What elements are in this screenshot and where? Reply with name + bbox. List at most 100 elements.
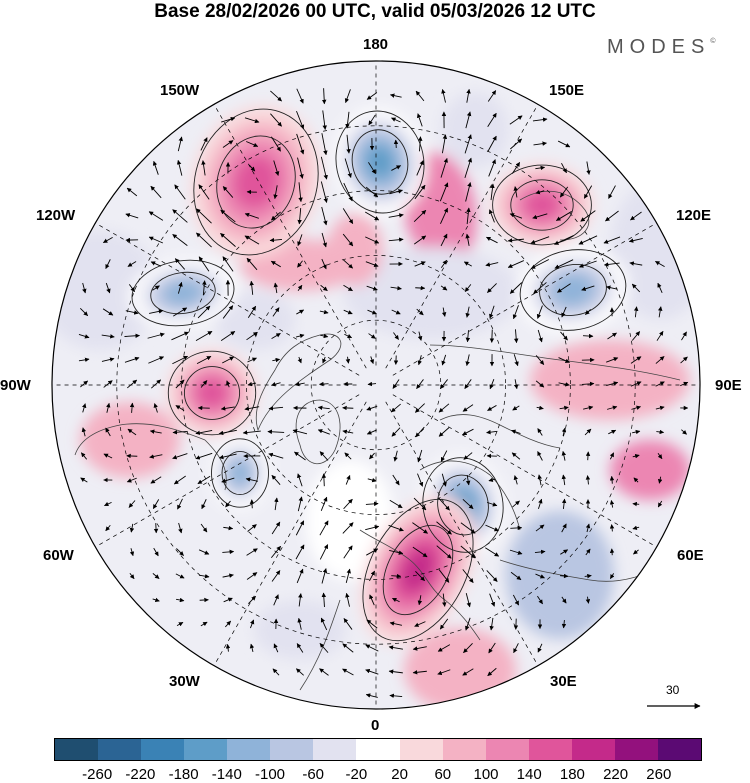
- wind-vector: [271, 211, 281, 221]
- wind-vector: [172, 429, 188, 435]
- colorbar-segment: [98, 739, 142, 760]
- wind-vector: [273, 594, 279, 606]
- wind-vector: [393, 139, 399, 148]
- wind-vector: [389, 550, 404, 555]
- colorbar-tick-label: 180: [559, 766, 585, 783]
- wind-vector: [465, 330, 471, 343]
- wind-vector: [249, 499, 255, 509]
- wind-vector: [586, 161, 591, 175]
- anomaly-siberia-low: [553, 275, 593, 305]
- wind-vector: [319, 309, 329, 315]
- wind-vector: [126, 379, 138, 389]
- wind-vector: [415, 285, 426, 291]
- wind-vector: [321, 258, 327, 270]
- wind-vector: [103, 380, 113, 388]
- wind-vector: [248, 164, 256, 172]
- wind-vector: [415, 90, 425, 102]
- wind-vector: [585, 451, 591, 461]
- wind-vector: [440, 207, 448, 225]
- wind-vector: [345, 568, 351, 583]
- wind-vector: [631, 405, 641, 410]
- wind-vector: [507, 260, 524, 268]
- wind-vector: [486, 570, 498, 582]
- wind-vector: [127, 261, 137, 267]
- wind-vector: [319, 643, 329, 653]
- wind-vector: [513, 186, 518, 198]
- wind-vector: [271, 521, 281, 535]
- wind-vector: [509, 549, 523, 555]
- wind-vector: [465, 182, 472, 202]
- lon-label-60w: 60W: [43, 547, 74, 564]
- wind-vector: [320, 496, 328, 511]
- wind-vector: [366, 92, 378, 100]
- wind-vector: [268, 406, 284, 411]
- wind-vector: [535, 524, 545, 532]
- wind-vector: [416, 379, 424, 389]
- wind-vector: [365, 236, 380, 244]
- wind-vector: [102, 308, 114, 316]
- wind-vector: [415, 571, 425, 581]
- wind-vector: [101, 357, 115, 362]
- wind-vector: [195, 452, 213, 460]
- wind-vector: [343, 259, 353, 269]
- wind-vector: [535, 189, 545, 195]
- contour-line: [335, 110, 425, 214]
- wind-vector: [510, 525, 523, 531]
- wind-vector: [270, 260, 281, 268]
- wind-vector: [149, 454, 163, 459]
- wind-vector: [297, 356, 302, 364]
- wind-vector: [342, 668, 354, 676]
- wind-vector: [247, 381, 257, 387]
- wind-vector: [105, 259, 111, 270]
- wind-vector: [606, 357, 619, 363]
- colorbar-tick-label: 60: [434, 766, 452, 783]
- wind-vector: [537, 451, 543, 461]
- wind-vector: [537, 329, 543, 343]
- wind-vector: [105, 427, 111, 437]
- wind-vector: [488, 159, 496, 177]
- modes-logo: MODES©: [607, 36, 716, 58]
- wind-vector: [221, 116, 236, 123]
- wind-vector: [530, 259, 550, 269]
- wind-vector: [560, 573, 569, 579]
- wind-vector: [321, 232, 328, 248]
- anomaly-region: [344, 247, 520, 339]
- wind-vector: [633, 306, 639, 318]
- wind-vector: [436, 545, 452, 559]
- map-title: Base 28/02/2026 00 UTC, valid 05/03/2026…: [154, 1, 596, 22]
- wind-vector: [490, 183, 495, 201]
- lon-label-30e: 30E: [550, 673, 577, 690]
- wind-vector: [196, 355, 212, 365]
- wind-vector: [172, 233, 188, 247]
- wind-vector: [342, 429, 354, 434]
- wind-vector: [365, 186, 379, 198]
- wind-vector: [561, 596, 567, 604]
- colorbar-segment: [356, 739, 400, 760]
- wind-vector: [244, 117, 260, 124]
- wind-vector: [462, 569, 474, 583]
- wind-vector: [249, 280, 254, 295]
- wind-vector: [246, 257, 258, 271]
- meridian-line: [392, 222, 657, 376]
- wind-vector: [417, 355, 422, 366]
- wind-vector: [462, 668, 474, 676]
- wind-vector: [462, 498, 474, 510]
- wind-vector: [222, 256, 234, 272]
- latitude-circle: [246, 255, 506, 515]
- wind-vector: [607, 332, 617, 340]
- wind-vector: [297, 284, 303, 291]
- wind-vector: [460, 522, 476, 534]
- wind-vector: [320, 333, 329, 339]
- colorbar-segment: [485, 739, 529, 760]
- wind-vector: [201, 499, 207, 510]
- contour-line: [437, 474, 489, 536]
- wind-vector: [486, 236, 498, 244]
- wind-vector: [296, 88, 304, 104]
- wind-vector: [368, 114, 376, 126]
- contour-line: [510, 179, 574, 231]
- contour-layer: [131, 108, 627, 642]
- wind-vector: [218, 453, 237, 460]
- wind-vector: [415, 403, 425, 413]
- wind-vector: [609, 524, 615, 532]
- wind-vector: [245, 477, 258, 482]
